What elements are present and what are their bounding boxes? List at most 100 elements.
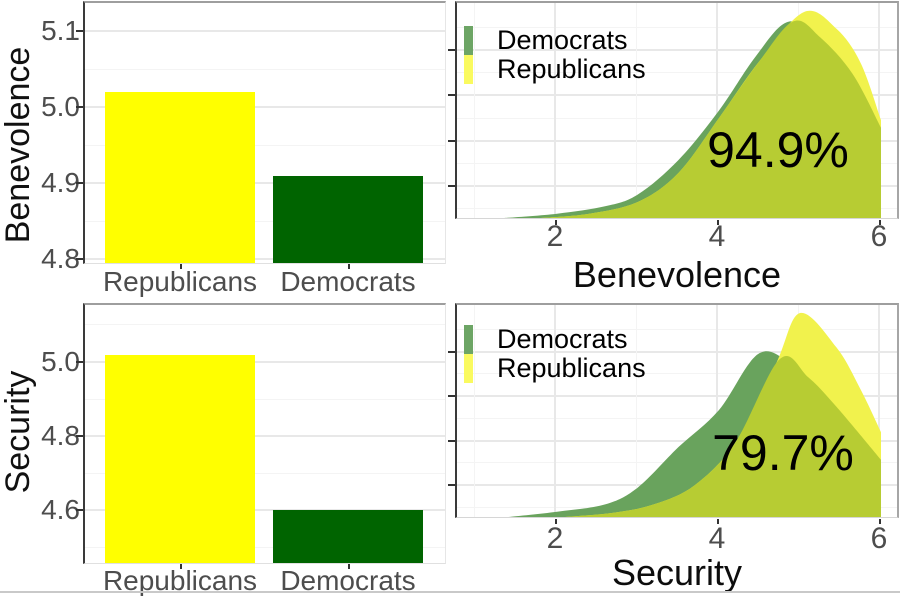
gridline-minor	[85, 144, 445, 146]
overlap-percentage: 94.9%	[707, 122, 849, 178]
gridline-major	[457, 350, 897, 353]
y-tick-mark	[448, 139, 455, 142]
x-axis-title: Benevolence	[572, 254, 782, 295]
gridline-minor	[473, 3, 475, 218]
y-tick-mark	[448, 184, 455, 187]
gridline-minor	[457, 117, 897, 119]
legend: Democrats Republicans	[464, 26, 646, 84]
plot-panel	[83, 1, 446, 264]
y-tick-mark	[76, 361, 83, 363]
y-tick-label: 5.1	[41, 15, 80, 47]
overlap-percentage: 79.7%	[712, 425, 854, 481]
x-axis-title: Security	[611, 552, 743, 593]
y-tick-label: 4.8	[41, 420, 80, 452]
gridline-major	[457, 439, 897, 442]
bar-democrats	[273, 510, 423, 563]
gridline-major	[716, 3, 718, 218]
x-tick-mark	[180, 264, 182, 269]
gridline-minor	[635, 3, 637, 218]
bar-republicans	[105, 354, 255, 563]
y-tick-mark	[448, 395, 455, 398]
gridline-major	[554, 305, 556, 517]
legend-key-democrats	[464, 26, 473, 55]
legend: Democrats Republicans	[464, 325, 646, 383]
gridline-major	[85, 106, 445, 109]
legend-row: Republicans	[464, 354, 646, 383]
x-tick-mark	[717, 519, 719, 524]
y-tick-label: 4.6	[41, 494, 80, 526]
gridline-minor	[473, 305, 475, 517]
x-tick-label: 6	[870, 522, 888, 555]
x-tick-mark	[555, 519, 557, 524]
x-tick-mark	[717, 220, 719, 225]
x-category-label: Democrats	[280, 266, 416, 297]
y-tick-mark	[448, 484, 455, 487]
plot-panel	[83, 303, 446, 564]
x-tick-mark	[555, 220, 557, 225]
y-tick-label: 4.8	[41, 243, 80, 275]
x-tick-label: 4	[708, 220, 726, 253]
plot-panel	[455, 303, 899, 518]
window-bottom-edge	[0, 591, 900, 593]
y-tick-mark	[76, 182, 83, 185]
legend-key-republicans	[464, 354, 473, 383]
x-tick-label: 6	[870, 220, 888, 253]
gridline-major	[85, 182, 445, 185]
y-tick-mark	[448, 350, 455, 353]
x-tick-mark	[348, 264, 350, 269]
x-tick-label: 2	[546, 522, 564, 555]
legend-key-democrats	[464, 325, 473, 354]
y-tick-mark	[76, 30, 83, 33]
gridline-minor	[635, 305, 637, 517]
x-tick-mark	[180, 564, 182, 569]
gridline-major	[85, 435, 445, 438]
plot-panel	[455, 1, 899, 219]
gridline-minor	[457, 27, 897, 29]
x-tick-mark	[879, 220, 881, 225]
y-axis-title: Benevolence	[0, 46, 37, 244]
gridline-minor	[457, 373, 897, 375]
security-bar-chart: Security Republicans Democrats 4.6 4.8 5.0	[0, 300, 450, 600]
gridline-major	[85, 30, 445, 33]
legend-label-democrats: Democrats	[497, 324, 628, 354]
gridline-minor	[85, 324, 445, 326]
gridline-major	[878, 305, 880, 517]
gridline-minor	[457, 72, 897, 74]
legend-label-democrats: Democrats	[497, 25, 628, 55]
gridline-minor	[85, 68, 445, 70]
gridline-major	[457, 395, 897, 398]
gridline-major	[457, 49, 897, 52]
x-category-label: Republicans	[102, 565, 258, 596]
security-density-chart: Democrats Republicans 79.7% Security 2 4 6	[448, 300, 900, 600]
legend-label-republicans: Republicans	[497, 54, 646, 84]
gridline-minor	[85, 220, 445, 222]
legend-key-republicans	[464, 55, 473, 84]
y-tick-label: 5.0	[41, 346, 80, 377]
gridline-minor	[85, 546, 445, 548]
y-tick-label: 4.9	[41, 167, 80, 199]
legend-row: Republicans	[464, 55, 646, 84]
gridline-major	[457, 94, 897, 97]
gridline-minor	[457, 328, 897, 330]
x-tick-label: 4	[708, 522, 726, 555]
x-category-label: Democrats	[280, 565, 416, 596]
y-tick-mark	[76, 435, 83, 438]
y-tick-mark	[448, 439, 455, 442]
gridline-major	[85, 361, 445, 363]
benevolence-bar-chart: Benevolence Republicans Democrats 4.8 4.9…	[0, 0, 450, 300]
x-tick-label: 2	[546, 220, 564, 253]
y-tick-mark	[76, 106, 83, 109]
x-category-label: Republicans	[102, 266, 258, 297]
y-tick-mark	[448, 94, 455, 97]
benevolence-density-chart: Democrats Republicans 94.9% Benevolence …	[448, 0, 900, 300]
x-tick-mark	[348, 564, 350, 569]
density-area-overlap	[540, 20, 881, 218]
gridline-major	[716, 305, 718, 517]
legend-label-republicans: Republicans	[497, 353, 646, 383]
gridline-major	[85, 258, 445, 261]
density-areas	[508, 312, 881, 517]
gridline-major	[457, 139, 897, 142]
gridline-minor	[85, 398, 445, 400]
gridline-minor	[457, 417, 897, 419]
